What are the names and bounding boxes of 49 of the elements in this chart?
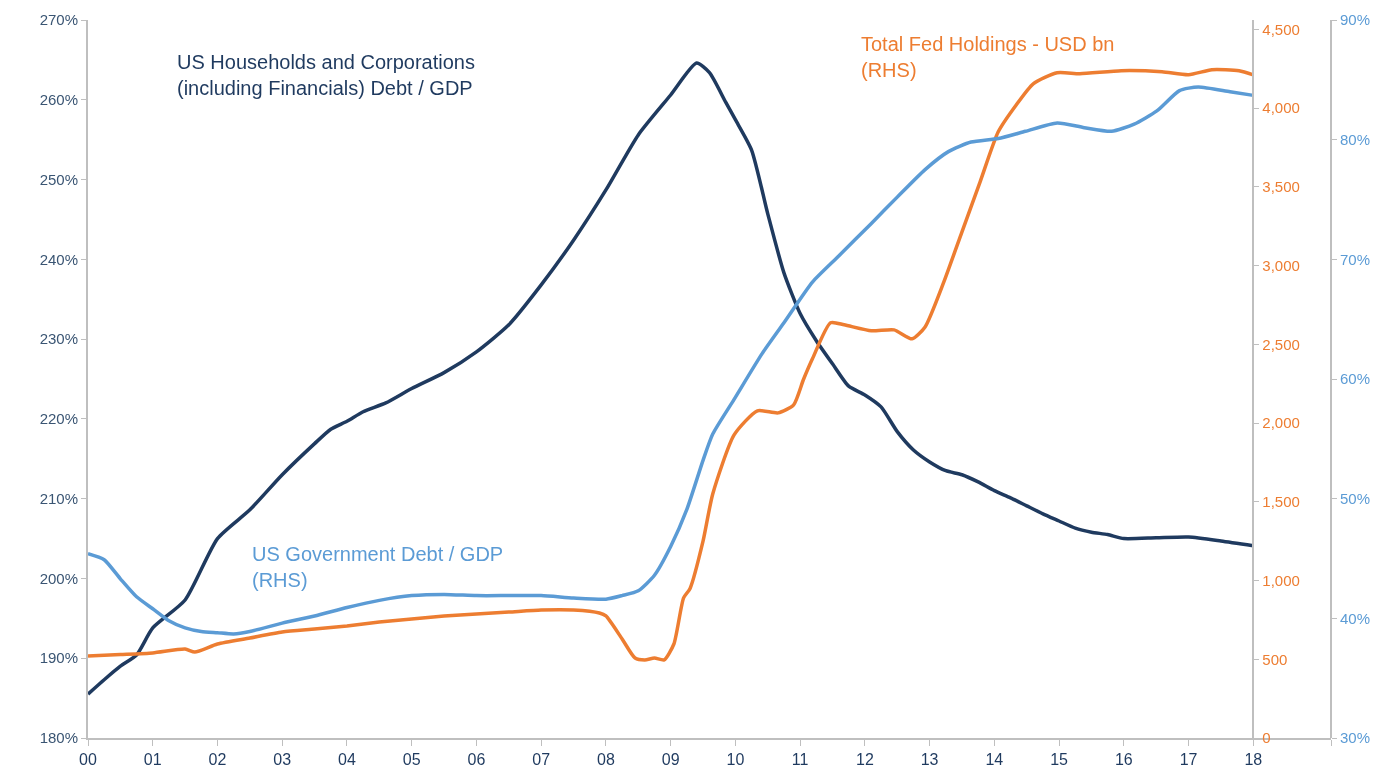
y2-tick-label: 1,000 [1262,571,1300,589]
y-tick-label: 230% [39,330,78,348]
x-tick-label: 04 [338,751,356,769]
y-tick-label: 180% [39,729,78,747]
y3-tick-label: 40% [1340,609,1371,627]
y-tick-label: 240% [39,250,78,268]
y-tick-label: 250% [39,170,78,188]
x-tick-label: 01 [143,751,162,769]
y3-tick-label: 50% [1340,489,1371,507]
y-tick-label: 190% [39,649,78,667]
y2-tick-label: 3,500 [1262,178,1300,196]
y3-tick-label: 30% [1340,729,1371,747]
y-tick-label: 270% [39,11,78,29]
y2-tick-label: 500 [1262,650,1288,668]
y3-tick-label: 80% [1340,130,1371,148]
y-tick-label: 200% [39,569,78,587]
x-tick-label: 07 [532,751,551,769]
x-tick-label: 13 [920,751,939,769]
x-tick-label: 08 [597,751,615,769]
x-tick-label: 16 [1114,751,1133,769]
text: US Households and Corporations (including Financials) Debt / GDP [177,51,475,99]
y2-tick-label: 2,500 [1262,335,1300,353]
series-label: US Government Debt / GDP (RHS) [252,543,504,591]
x-tick-label: 03 [273,751,292,769]
x-tick-label: 09 [661,751,680,769]
x-tick-label: 10 [726,751,745,769]
y2-tick-label: 0 [1262,729,1271,747]
x-tick-label: 05 [402,751,421,769]
y2-tick-label: 2,000 [1262,414,1300,432]
y-tick-label: 260% [39,91,78,109]
series-label: Total Fed Holdings - USD bn (RHS) [861,33,1115,81]
y3-tick-label: 90% [1340,11,1371,29]
y-tick-label: 220% [39,410,78,428]
x-tick-label: 06 [467,751,486,769]
y2-tick-label: 3,000 [1262,256,1300,274]
y2-tick-label: 4,000 [1262,99,1300,117]
x-tick-label: 17 [1179,751,1198,769]
y-tick-label: 210% [39,489,78,507]
y2-tick-label: 1,500 [1262,493,1300,511]
x-tick-label: 11 [791,751,809,769]
x-tick-label: 18 [1244,751,1263,769]
y3-tick-label: 60% [1340,370,1371,388]
y2-tick-label: 4,500 [1262,20,1300,38]
x-tick-label: 02 [208,751,227,769]
x-tick-label: 15 [1050,751,1069,769]
x-tick-label: 12 [855,751,874,769]
x-tick-label: 00 [79,751,97,769]
y3-tick-label: 70% [1340,250,1371,268]
x-tick-label: 14 [985,751,1004,769]
